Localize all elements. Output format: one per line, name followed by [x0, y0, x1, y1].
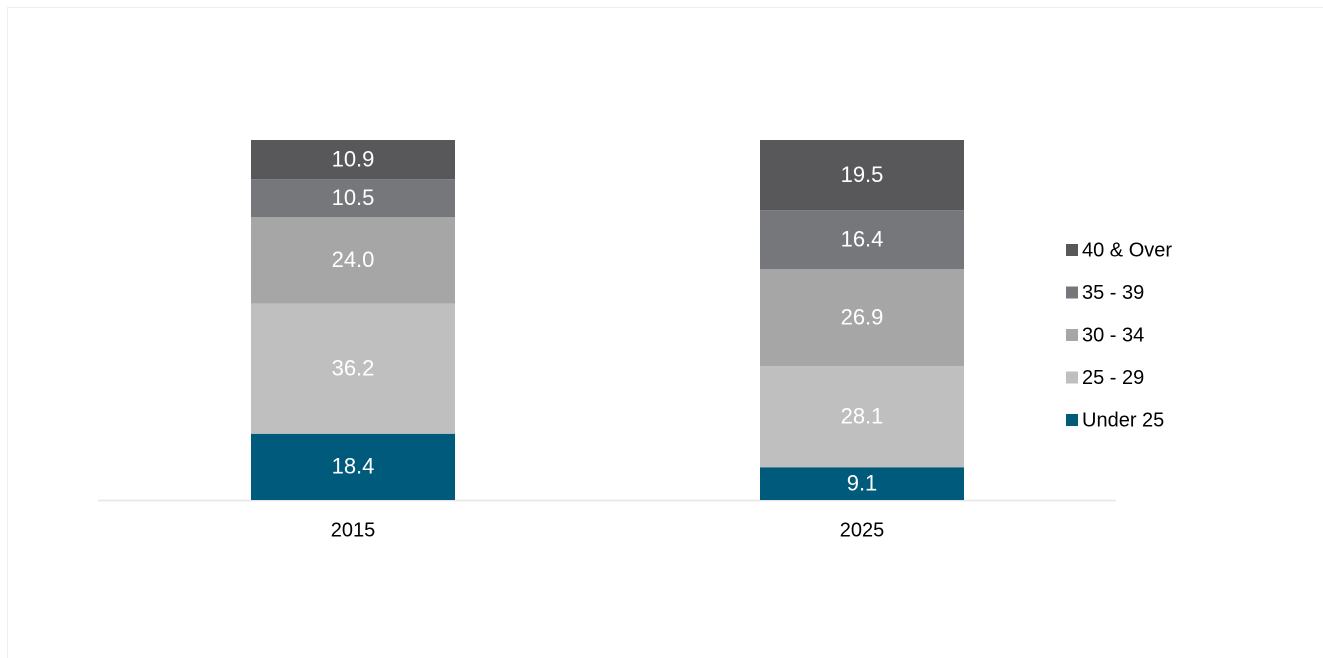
bar-segment: [251, 179, 455, 218]
value-label: 28.1: [841, 403, 884, 428]
legend-label: Under 25: [1082, 409, 1164, 431]
value-label: 9.1: [847, 470, 878, 495]
value-label: 10.9: [332, 146, 375, 171]
frame: [7, 7, 1323, 658]
x-tick-label: 2015: [331, 519, 376, 541]
value-label: 18.4: [332, 454, 375, 479]
bar-segment: [760, 269, 964, 367]
legend-swatch: [1066, 414, 1078, 426]
legend-swatch: [1066, 329, 1078, 341]
legend-swatch: [1066, 244, 1078, 256]
legend-label: 40 & Over: [1082, 239, 1172, 261]
x-tick-label: 2025: [840, 519, 885, 541]
legend-swatch: [1066, 286, 1078, 299]
bar-segment: [760, 140, 964, 211]
value-label: 16.4: [841, 227, 884, 252]
value-label: 24.0: [332, 247, 375, 272]
value-label: 26.9: [841, 304, 884, 329]
bar-segment: [760, 210, 964, 270]
bar-segment: [760, 467, 964, 500]
legend-label: 35 - 39: [1082, 282, 1144, 304]
bar-segment: [251, 140, 455, 180]
value-label: 19.5: [841, 162, 884, 187]
bar-segment: [251, 303, 455, 434]
bar-segment: [760, 366, 964, 468]
bar-segment: [251, 433, 455, 500]
legend-label: 30 - 34: [1082, 324, 1144, 346]
value-label: 10.5: [332, 185, 375, 210]
legend-swatch: [1066, 371, 1078, 384]
value-label: 36.2: [332, 355, 375, 380]
legend-label: 25 - 29: [1082, 367, 1144, 389]
bar-segment: [251, 217, 455, 304]
